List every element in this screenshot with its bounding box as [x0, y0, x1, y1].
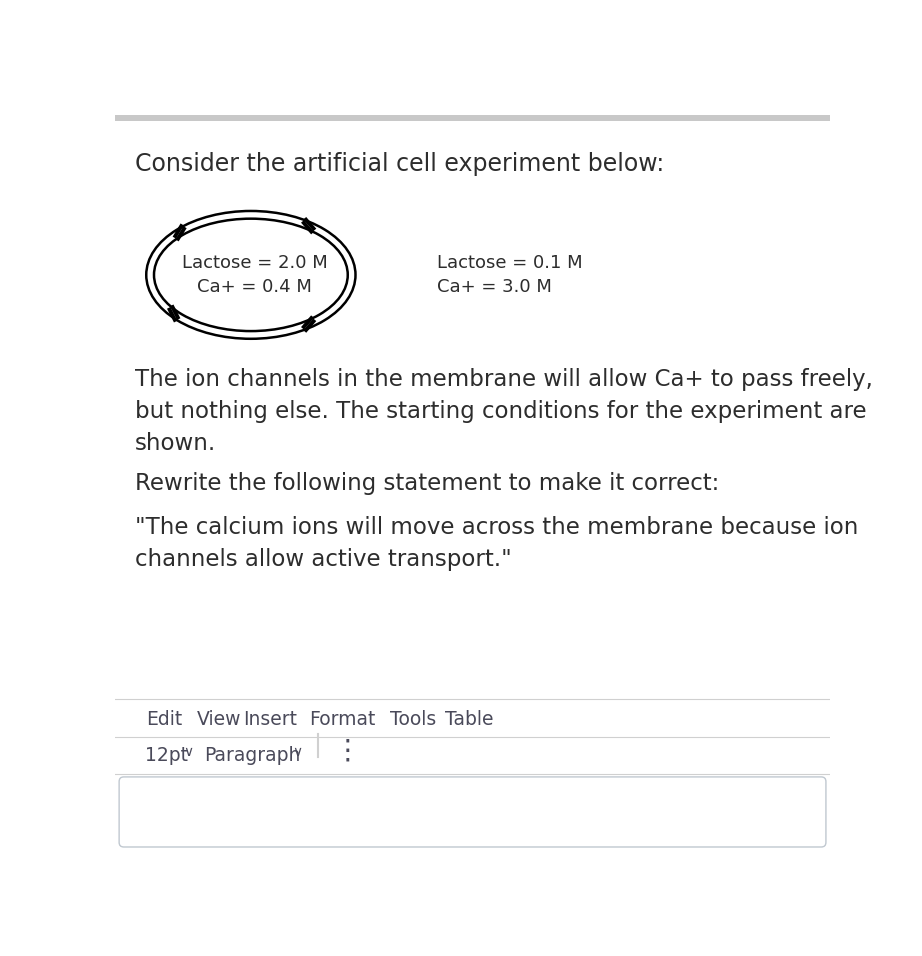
- Text: ∨: ∨: [292, 745, 302, 758]
- Text: ⋮: ⋮: [334, 737, 361, 765]
- Text: Lactose = 0.1 M: Lactose = 0.1 M: [437, 253, 583, 272]
- Text: Edit: Edit: [147, 710, 183, 728]
- Text: Consider the artificial cell experiment below:: Consider the artificial cell experiment …: [135, 152, 664, 176]
- Text: Tools: Tools: [390, 710, 437, 728]
- Text: 12pt: 12pt: [145, 746, 188, 765]
- Text: Ca+ = 3.0 M: Ca+ = 3.0 M: [437, 278, 551, 296]
- Text: Insert: Insert: [243, 710, 297, 728]
- FancyBboxPatch shape: [119, 777, 826, 847]
- Text: Paragraph: Paragraph: [205, 746, 301, 765]
- Bar: [115, 115, 830, 120]
- Text: Lactose = 2.0 M: Lactose = 2.0 M: [182, 253, 327, 272]
- Text: ∨: ∨: [183, 745, 194, 758]
- Text: View: View: [196, 710, 242, 728]
- Text: Format: Format: [309, 710, 375, 728]
- Text: The ion channels in the membrane will allow Ca+ to pass freely,
but nothing else: The ion channels in the membrane will al…: [135, 368, 872, 455]
- Text: Ca+ = 0.4 M: Ca+ = 0.4 M: [197, 278, 313, 296]
- Text: Table: Table: [444, 710, 493, 728]
- Text: "The calcium ions will move across the membrane because ion
channels allow activ: "The calcium ions will move across the m…: [135, 516, 858, 571]
- Text: Rewrite the following statement to make it correct:: Rewrite the following statement to make …: [135, 472, 719, 495]
